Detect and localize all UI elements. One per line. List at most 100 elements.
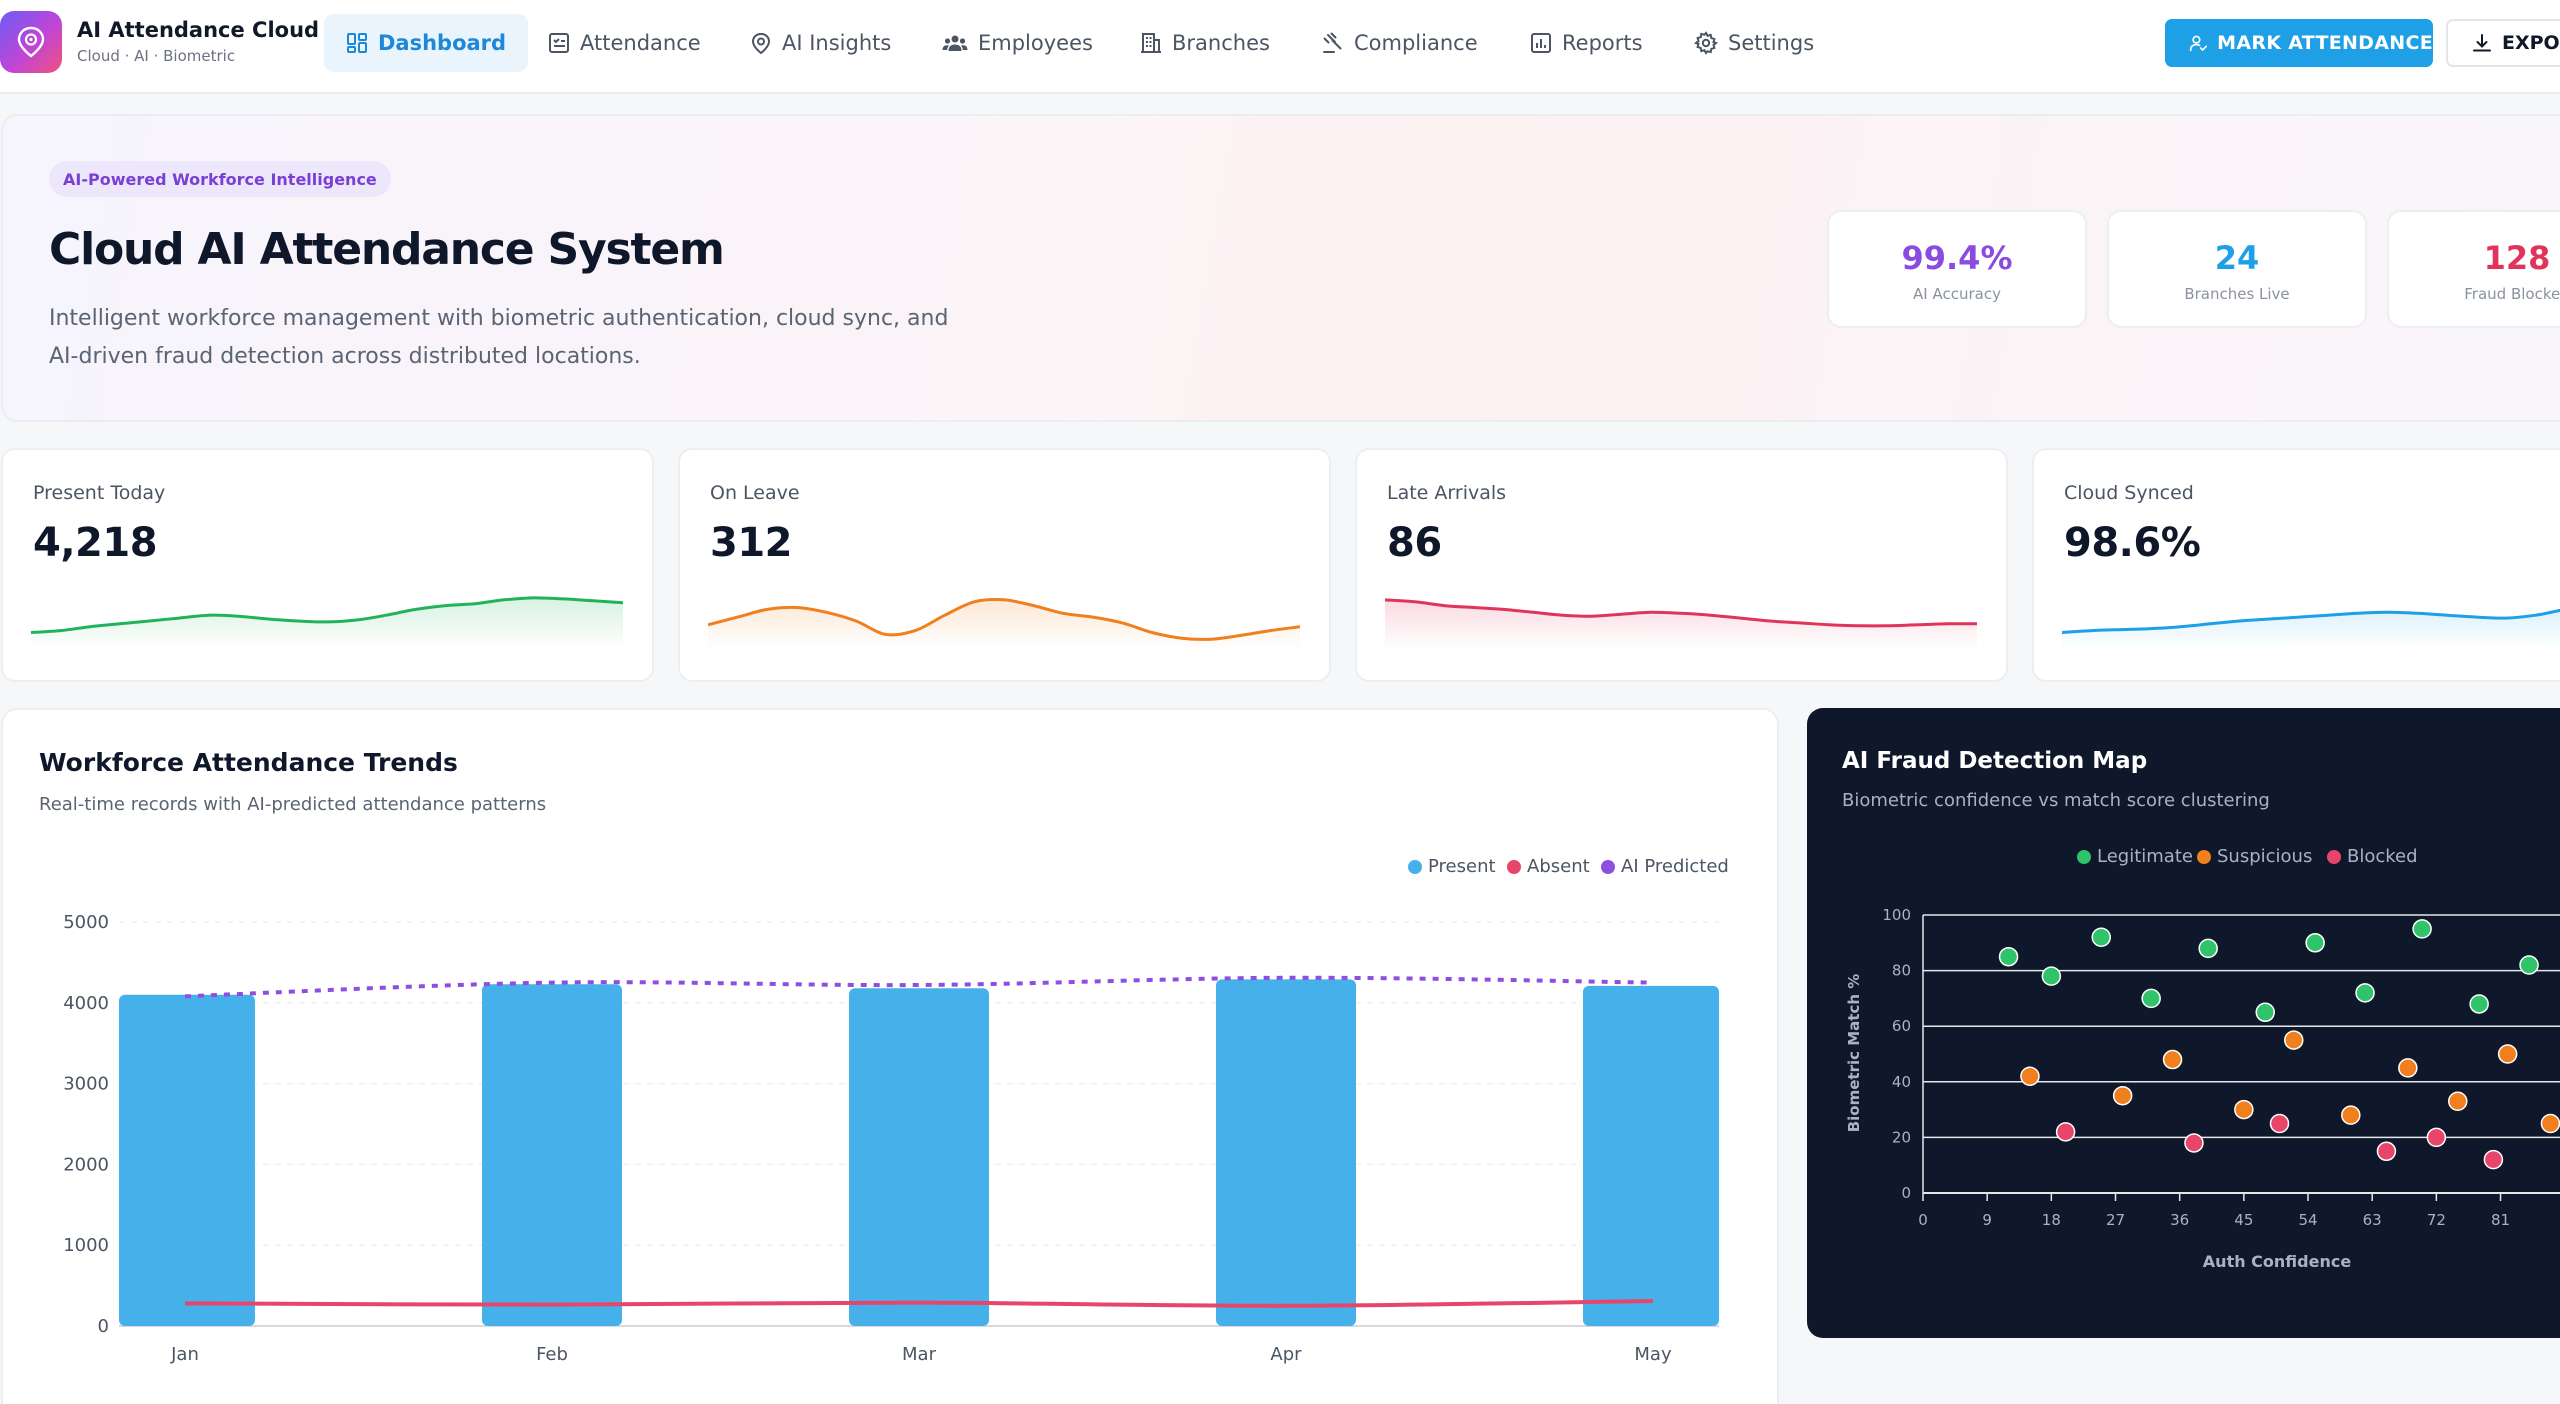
- scatter-point-legitimate[interactable]: [1998, 946, 2019, 967]
- scatter-point-legitimate[interactable]: [2041, 966, 2062, 986]
- nav-branches[interactable]: Branches: [1118, 14, 1292, 72]
- top-nav: AI Attendance Cloud Cloud · AI · Biometr…: [0, 0, 2560, 94]
- scatter-point-blocked[interactable]: [2426, 1127, 2447, 1148]
- nav-employees-label: Employees: [978, 31, 1093, 55]
- scatter-point-suspicious[interactable]: [2112, 1085, 2133, 1106]
- bar-present[interactable]: [119, 994, 255, 1326]
- scatter-point-suspicious[interactable]: [2341, 1105, 2361, 1125]
- legend-item[interactable]: Absent: [1507, 856, 1590, 877]
- scatter-point-legitimate[interactable]: [2519, 955, 2539, 975]
- y-tick-label: 80: [1892, 962, 1911, 980]
- scatter-point-suspicious[interactable]: [2162, 1049, 2183, 1070]
- nav-settings-label: Settings: [1728, 31, 1815, 55]
- scatter-point-suspicious[interactable]: [2540, 1113, 2560, 1134]
- nav-branches-label: Branches: [1172, 31, 1270, 55]
- nav-reports[interactable]: Reports: [1508, 14, 1665, 72]
- scatter-point-suspicious[interactable]: [2398, 1058, 2418, 1078]
- bar-present[interactable]: [482, 984, 622, 1326]
- trends-title: Workforce Attendance Trends: [39, 748, 458, 777]
- brand-title: AI Attendance Cloud: [77, 18, 320, 42]
- x-tick-label: Apr: [1270, 1344, 1302, 1365]
- scatter-point-legitimate[interactable]: [2255, 1002, 2275, 1023]
- scatter-point-legitimate[interactable]: [2469, 994, 2489, 1014]
- scatter-point-legitimate[interactable]: [2091, 927, 2111, 947]
- kpi-card[interactable]: Present Today 4,218: [1, 448, 654, 682]
- legend-item[interactable]: Blocked: [2327, 846, 2418, 867]
- scatter-point-suspicious[interactable]: [2020, 1066, 2040, 1086]
- legend-item[interactable]: AI Predicted: [1601, 856, 1729, 877]
- scatter-point-legitimate[interactable]: [2141, 988, 2161, 1009]
- brand-logo[interactable]: [0, 11, 62, 73]
- legend-label: Suspicious: [2217, 846, 2313, 867]
- nav-employees[interactable]: Employees: [920, 14, 1115, 72]
- kpi-sparkline: [31, 596, 623, 650]
- bar-present[interactable]: [849, 988, 989, 1326]
- scatter-point-suspicious[interactable]: [2497, 1044, 2518, 1064]
- hero-stat-card: 128 Fraud Blocked: [2387, 210, 2560, 328]
- kpi-card[interactable]: Late Arrivals 86: [1355, 448, 2008, 682]
- legend-item[interactable]: Suspicious: [2197, 846, 2312, 867]
- nav-settings[interactable]: Settings: [1672, 14, 1836, 72]
- scatter-point-suspicious[interactable]: [2284, 1030, 2304, 1050]
- legend-label: AI Predicted: [1621, 856, 1729, 877]
- scatter-point-legitimate[interactable]: [2355, 983, 2375, 1003]
- nav-ai-insights[interactable]: AI Insights: [728, 14, 913, 72]
- legend-label: Absent: [1527, 856, 1590, 877]
- bar-present[interactable]: [1583, 985, 1719, 1326]
- scatter-point-blocked[interactable]: [2055, 1122, 2076, 1142]
- nav-attendance-label: Attendance: [580, 31, 701, 55]
- scatter-point-legitimate[interactable]: [2412, 919, 2432, 939]
- legend-item[interactable]: Present: [1408, 856, 1496, 877]
- brand-subtitle: Cloud · AI · Biometric: [77, 47, 236, 65]
- scatter-point-blocked[interactable]: [2483, 1149, 2504, 1170]
- x-tick-label: 0: [1918, 1211, 1928, 1229]
- hero-stat-card: 24 Branches Live: [2107, 210, 2367, 328]
- hero-stat-label: AI Accuracy: [1913, 285, 2001, 303]
- mark-attendance-button[interactable]: MARK ATTENDANCE: [2165, 19, 2433, 67]
- kpi-value: 4,218: [33, 520, 158, 566]
- scatter-point-blocked[interactable]: [2269, 1113, 2290, 1134]
- fraud-detection-card: AI Fraud Detection Map Biometric confide…: [1807, 708, 2560, 1338]
- checklist-icon: [549, 33, 569, 53]
- hero-description: Intelligent workforce management with bi…: [49, 306, 949, 369]
- sparkline-line: [1385, 598, 1977, 628]
- kpi-sparkline: [708, 597, 1300, 650]
- download-icon: [2473, 34, 2491, 52]
- fraud-scatter-chart: 0 20 40 60 80 100 0 9 18 27 36 45 54 63 72 81 Auth Confi…: [1845, 906, 2560, 1271]
- kpi-value: 312: [710, 520, 793, 566]
- scatter-point-legitimate[interactable]: [2198, 938, 2218, 959]
- y-tick-label: 4000: [63, 993, 109, 1014]
- kpi-label: Present Today: [33, 482, 166, 504]
- users-icon: [942, 35, 968, 51]
- kpi-card[interactable]: On Leave 312: [678, 448, 1331, 682]
- brain-pin-icon: [751, 32, 771, 54]
- scatter-point-suspicious[interactable]: [2234, 1099, 2254, 1120]
- scatter-point-legitimate[interactable]: [2305, 933, 2325, 953]
- nav-dashboard[interactable]: Dashboard: [324, 14, 529, 72]
- export-button[interactable]: EXPORT: [2446, 19, 2560, 67]
- y-tick-label: 60: [1892, 1017, 1911, 1035]
- sparkline-area: [708, 599, 1300, 650]
- legend-item[interactable]: Legitimate: [2077, 846, 2193, 867]
- scatter-point-suspicious[interactable]: [2448, 1091, 2468, 1112]
- nav-attendance[interactable]: Attendance: [526, 14, 723, 72]
- nav-compliance[interactable]: Compliance: [1300, 14, 1500, 72]
- nav-reports-label: Reports: [1562, 31, 1643, 55]
- x-tick-label: 63: [2363, 1211, 2382, 1229]
- fraud-subtitle: Biometric confidence vs match score clus…: [1842, 790, 2270, 811]
- x-tick-label: 36: [2170, 1211, 2189, 1229]
- y-tick-label: 0: [98, 1316, 109, 1337]
- y-tick-label: 100: [1882, 906, 1911, 924]
- scatter-point-blocked[interactable]: [2376, 1141, 2397, 1162]
- mark-attendance-label: MARK ATTENDANCE: [2217, 32, 2433, 54]
- bar-present[interactable]: [1216, 979, 1356, 1326]
- scatter-point-blocked[interactable]: [2184, 1133, 2204, 1153]
- hero-stat-card: 99.4% AI Accuracy: [1827, 210, 2087, 328]
- fingerprint-pin-icon: [17, 26, 45, 58]
- x-axis-title: Auth Confidence: [2203, 1252, 2352, 1271]
- y-tick-label: 0: [1901, 1184, 1911, 1202]
- user-check-icon: [2189, 35, 2208, 52]
- legend-label: Legitimate: [2097, 846, 2193, 867]
- kpi-card[interactable]: Cloud Synced 98.6%: [2032, 448, 2560, 682]
- x-tick-label: Mar: [902, 1344, 937, 1365]
